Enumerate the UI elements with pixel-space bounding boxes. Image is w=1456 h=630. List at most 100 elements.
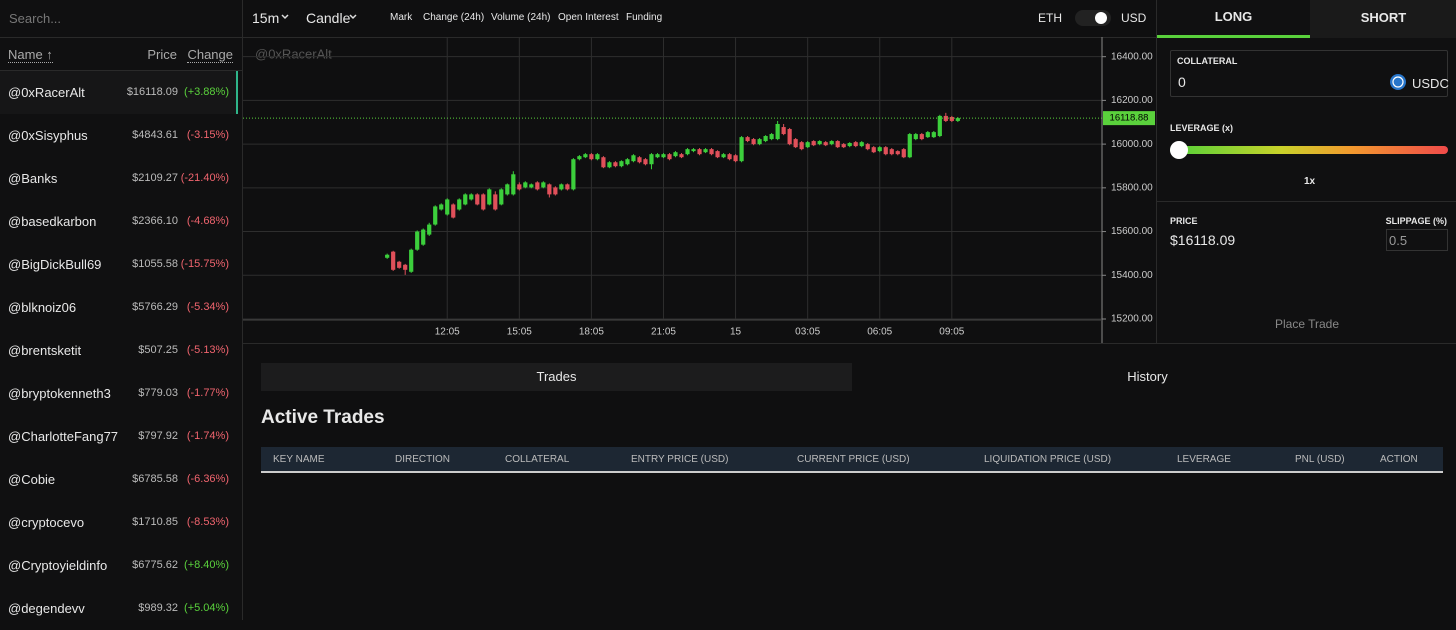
candle-body xyxy=(421,229,426,245)
price-change: (-6.36%) xyxy=(186,473,229,485)
section-title: Active Trades xyxy=(261,407,385,428)
candle-body xyxy=(439,204,444,210)
candle-body xyxy=(469,194,474,200)
leverage-slider[interactable] xyxy=(1170,146,1448,154)
price-change: (-3.15%) xyxy=(186,129,229,141)
toolbar-item[interactable]: Open Interest xyxy=(558,12,619,23)
column-header[interactable]: Price xyxy=(147,47,177,62)
slider-knob[interactable] xyxy=(1170,141,1188,159)
trader-row[interactable]: @0xSisyphus $4843.61 (-3.15%) xyxy=(0,114,236,157)
candle-body xyxy=(757,139,762,145)
candle-body xyxy=(901,149,906,158)
x-tick-label: 06:05 xyxy=(867,327,892,338)
long-tab[interactable]: LONG xyxy=(1157,0,1310,38)
candle-body xyxy=(415,231,420,250)
column-header: LEVERAGE xyxy=(1177,454,1231,465)
toolbar-item[interactable]: Mark xyxy=(390,12,413,23)
price-change: (+3.88%) xyxy=(184,86,229,98)
candle-body xyxy=(385,254,390,258)
price-change: (+5.04%) xyxy=(184,602,229,614)
x-tick-label: 12:05 xyxy=(435,327,460,338)
toolbar-item[interactable]: Funding xyxy=(626,12,663,23)
watermark: @0xRacerAlt xyxy=(255,46,332,61)
trader-row[interactable]: @brentsketit $507.25 (-5.13%) xyxy=(0,329,236,372)
trader-row[interactable]: @Cobie $6785.58 (-6.36%) xyxy=(0,458,236,501)
trader-row[interactable]: @Cryptoyieldinfo $6775.62 (+8.40%) xyxy=(0,544,236,587)
candle-body xyxy=(523,182,528,188)
candle-body xyxy=(889,149,894,155)
trader-price: $16118.09 xyxy=(126,86,178,98)
trader-row[interactable]: @degendevv $989.32 (+5.04%) xyxy=(0,587,236,630)
column-header: CURRENT PRICE (USD) xyxy=(797,454,910,465)
trades-tab[interactable]: Trades xyxy=(261,363,852,391)
trader-price: $2366.10 xyxy=(132,215,178,227)
toggle-label: USD xyxy=(1121,11,1147,25)
candle-body xyxy=(553,187,558,195)
candle-body xyxy=(949,117,954,121)
x-tick-label: 03:05 xyxy=(795,327,820,338)
x-tick-label: 21:05 xyxy=(651,327,676,338)
search-input[interactable]: Search... xyxy=(0,0,242,38)
trader-row[interactable]: @BigDickBull69 $1055.58 (-15.75%) xyxy=(0,243,236,286)
candle-body xyxy=(829,141,834,145)
candle-body xyxy=(883,147,888,155)
collateral-box[interactable]: COLLATERAL 0 USDC xyxy=(1170,50,1449,97)
column-header: COLLATERAL xyxy=(505,454,570,465)
interval-select[interactable]: 15m xyxy=(252,10,280,26)
candle-body xyxy=(487,189,492,205)
candle-body xyxy=(697,149,702,155)
candle-body xyxy=(613,162,618,167)
candle-body xyxy=(871,147,876,153)
toggle-switch[interactable] xyxy=(1075,10,1111,26)
dropdown-caret xyxy=(349,14,357,20)
chart-style-select[interactable]: Candle xyxy=(306,10,351,26)
trader-name: @0xSisyphus xyxy=(8,128,88,143)
trader-row[interactable]: @cryptocevo $1710.85 (-8.53%) xyxy=(0,501,236,544)
last-price-tag xyxy=(1103,111,1155,126)
candle-body xyxy=(913,134,918,140)
trader-price: $797.92 xyxy=(138,430,178,442)
candle-body xyxy=(865,144,870,150)
x-tick-label: 15:05 xyxy=(507,327,532,338)
trader-name: @degendevv xyxy=(8,601,85,616)
candle-body xyxy=(823,142,828,146)
candle-body xyxy=(499,189,504,205)
candle-body xyxy=(637,157,642,163)
candle-body xyxy=(541,182,546,188)
leverage-label: LEVERAGE (x) xyxy=(1170,123,1234,133)
trader-name: @Cobie xyxy=(8,472,56,487)
candle-body xyxy=(769,134,774,140)
history-tab[interactable]: History xyxy=(1127,369,1168,384)
candle-body xyxy=(805,142,810,148)
column-header: DIRECTION xyxy=(395,454,450,465)
candle-body xyxy=(601,157,606,168)
price-change: (-1.77%) xyxy=(186,387,229,399)
usdc-icon xyxy=(1390,74,1406,90)
toolbar-item[interactable]: Volume (24h) xyxy=(491,12,551,23)
y-tick-label: 16400.00 xyxy=(1111,51,1153,62)
place-trade-button[interactable]: Place Trade xyxy=(1274,317,1340,331)
trader-price: $5766.29 xyxy=(132,301,178,313)
toolbar-item[interactable]: Change (24h) xyxy=(423,12,485,23)
candle-body xyxy=(655,154,660,158)
trader-row[interactable]: @bryptokenneth3 $779.03 (-1.77%) xyxy=(0,372,236,415)
trader-row[interactable]: @Banks $2109.27 (-21.40%) xyxy=(0,157,236,200)
trader-row[interactable]: @basedkarbon $2366.10 (-4.68%) xyxy=(0,200,236,243)
price-change: (-5.34%) xyxy=(186,301,229,313)
trader-row[interactable]: @0xRacerAlt $16118.09 (+3.88%) xyxy=(0,71,238,114)
candle-body xyxy=(577,156,582,160)
y-tick-label: 16200.00 xyxy=(1111,95,1153,106)
trader-row[interactable]: @CharlotteFang77 $797.92 (-1.74%) xyxy=(0,415,236,458)
column-header[interactable]: Change xyxy=(187,47,233,63)
slippage-input[interactable]: 0.5 xyxy=(1386,229,1448,251)
column-header: ENTRY PRICE (USD) xyxy=(631,454,729,465)
column-header[interactable]: Name ↑ xyxy=(8,47,53,63)
trader-price: $1055.58 xyxy=(132,258,178,270)
bottom-divider xyxy=(243,343,1456,344)
candle-body xyxy=(445,199,450,215)
trader-name: @blknoiz06 xyxy=(8,300,77,315)
candle-body xyxy=(721,154,726,158)
trader-row[interactable]: @blknoiz06 $5766.29 (-5.34%) xyxy=(0,286,236,329)
candle-body xyxy=(781,127,786,135)
short-tab[interactable]: SHORT xyxy=(1310,0,1456,38)
